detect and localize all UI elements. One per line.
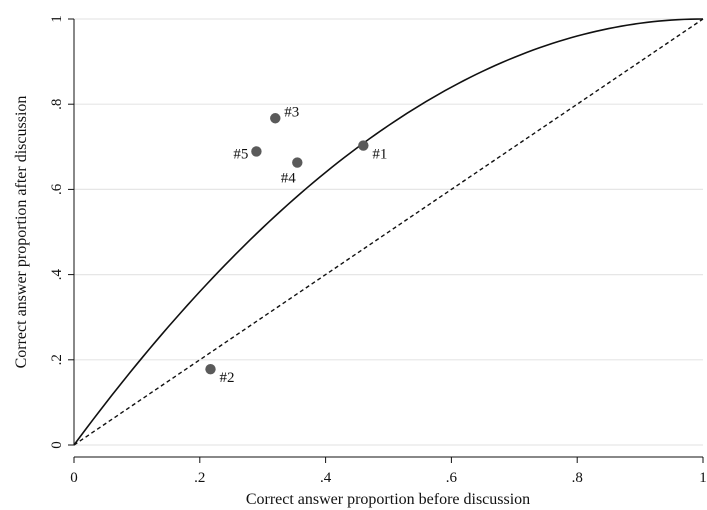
y-tick-label: .4: [49, 268, 65, 280]
data-point: [205, 363, 216, 375]
data-point: [270, 113, 281, 124]
y-tick-label: .2: [49, 354, 65, 365]
x-axis-label: Correct answer proportion before discuss…: [246, 491, 530, 508]
y-tick-label: .8: [49, 99, 65, 110]
x-tick-label: .8: [572, 470, 583, 486]
data-point: [358, 140, 369, 151]
grid-lines: [74, 18, 703, 446]
y-axis-label: Correct answer proportion after discussi…: [13, 96, 30, 369]
x-tick-label: 1: [699, 470, 707, 486]
point-label: #3: [284, 104, 299, 120]
reference-lines: [73, 18, 704, 446]
y-tick-label: .6: [49, 183, 65, 195]
data-point: [251, 146, 262, 157]
data-point: [292, 157, 303, 168]
x-tick-label: 0: [70, 470, 78, 486]
data-points: #1 #2 #3 #4 #5: [205, 104, 387, 386]
point-label: #5: [233, 146, 248, 162]
diagonal-reference-line: [73, 18, 704, 446]
point-label: #4: [281, 171, 297, 187]
point-label: #2: [219, 370, 234, 386]
y-tick-label: 1: [49, 15, 65, 23]
x-tick-label: .4: [320, 470, 332, 486]
axes: 0 .2 .4 .6 .8 1 0 .2 .4 .6 .8 1: [49, 15, 707, 486]
x-tick-label: .6: [446, 470, 458, 486]
y-tick-label: 0: [49, 441, 65, 449]
x-tick-label: .2: [194, 470, 205, 486]
fitted-curve: [73, 18, 704, 446]
point-label: #1: [372, 147, 387, 163]
